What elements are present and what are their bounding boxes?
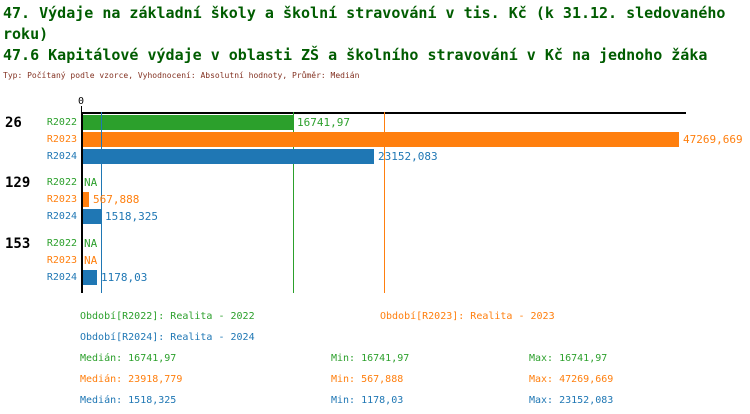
series-label: R2023 (46, 194, 77, 205)
legend-item-r2023: Období[R2023]: Realita - 2023 (380, 311, 555, 322)
group-label: 129 (5, 175, 31, 191)
bar-r2024 (82, 270, 97, 285)
bar-value-label: 23152,083 (378, 150, 438, 163)
legend-item-r2024: Období[R2024]: Realita - 2024 (80, 332, 255, 343)
series-label: R2024 (46, 211, 77, 222)
bar-value-label: 1178,03 (101, 271, 148, 284)
stat-r2022-median: Medián: 16741,97 (80, 353, 177, 364)
axis-top-line (81, 112, 686, 114)
stat-r2024-max: Max: 23152,083 (529, 395, 614, 406)
bar-value-label: NA (84, 176, 98, 189)
bar-r2022 (82, 115, 293, 130)
indicator-title: 47.6 Kapitálové výdaje v oblasti ZŠ a šk… (3, 46, 708, 64)
series-label: R2022 (46, 117, 77, 128)
bar-r2024 (82, 149, 374, 164)
median-line-r2023 (384, 112, 385, 293)
median-line-r2022 (293, 112, 294, 293)
stat-r2023-max: Max: 47269,669 (529, 374, 614, 385)
bar-value-label: 47269,669 (683, 133, 743, 146)
stat-r2023-min: Min: 567,888 (331, 374, 404, 385)
bar-r2023 (82, 132, 679, 147)
group-label: 153 (5, 236, 31, 252)
median-line-r2024 (101, 112, 102, 293)
report-header: 47. Výdaje na základní školy a školní st… (3, 3, 748, 81)
series-label: R2022 (46, 238, 77, 249)
group-label: 26 (5, 115, 22, 131)
stat-r2022-min: Min: 16741,97 (331, 353, 410, 364)
series-label: R2024 (46, 272, 77, 283)
report-meta: Typ: Počítaný podle vzorce, Vyhodnocení:… (3, 71, 360, 80)
bar-r2023 (82, 192, 89, 207)
bar-value-label: NA (84, 237, 98, 250)
stat-r2023-median: Medián: 23918,779 (80, 374, 183, 385)
series-label: R2024 (46, 151, 77, 162)
axis-line (81, 114, 83, 293)
legend-item-r2022: Období[R2022]: Realita - 2022 (80, 311, 255, 322)
axis-zero-label: 0 (77, 96, 85, 107)
bar-value-label: NA (84, 254, 98, 267)
bar-r2024 (82, 209, 101, 224)
series-label: R2023 (46, 255, 77, 266)
series-label: R2023 (46, 134, 77, 145)
bar-value-label: 16741,97 (297, 116, 350, 129)
report-title: 47. Výdaje na základní školy a školní st… (3, 4, 726, 43)
bar-value-label: 567,888 (93, 193, 140, 206)
stat-r2024-median: Medián: 1518,325 (80, 395, 177, 406)
bar-value-label: 1518,325 (105, 210, 158, 223)
stat-r2022-max: Max: 16741,97 (529, 353, 608, 364)
series-label: R2022 (46, 177, 77, 188)
stat-r2024-min: Min: 1178,03 (331, 395, 404, 406)
axis-zero-tick (81, 106, 82, 112)
